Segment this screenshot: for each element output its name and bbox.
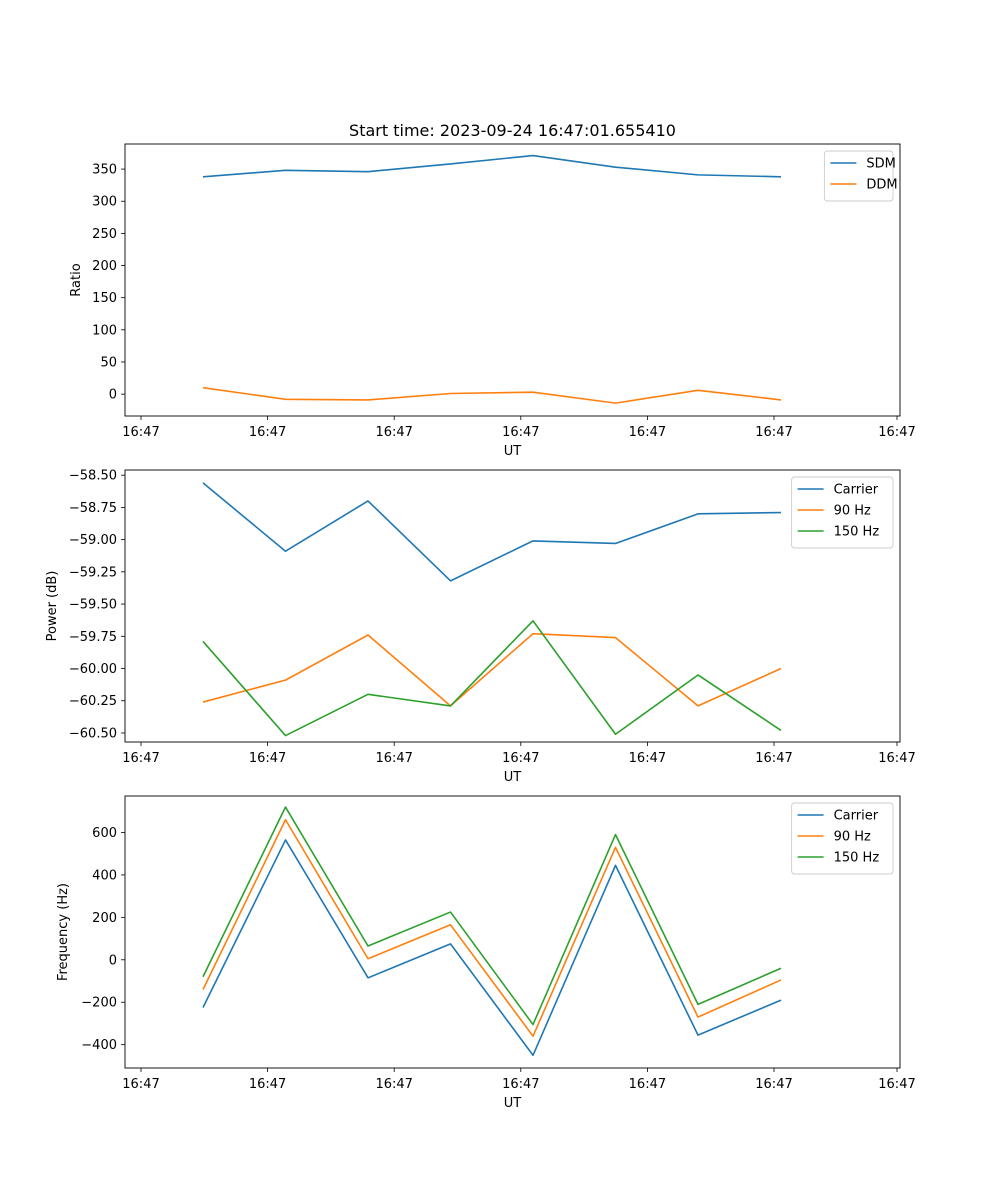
x-tick-label: 16:47 — [375, 425, 412, 440]
series-line-150-hz — [202, 806, 782, 1026]
series-line-sdm — [202, 154, 782, 178]
y-tick-label: −58.50 — [69, 469, 117, 484]
legend: SDM DDM — [823, 150, 898, 202]
x-tick-label: 16:47 — [502, 425, 539, 440]
y-tick-label: −400 — [81, 1038, 117, 1053]
x-tick-label: 16:47 — [629, 425, 666, 440]
chart-title: Start time: 2023-09-24 16:47:01.655410 — [349, 121, 676, 140]
y-tick-label: −59.50 — [69, 598, 117, 613]
chart-panel-1: Start time: 2023-09-24 16:47:01.655410 16… — [69, 121, 916, 459]
y-tick-label: 200 — [92, 259, 117, 274]
x-axis-label: UT — [504, 1096, 522, 1111]
x-tick-label: 16:47 — [755, 751, 792, 766]
legend-label: 90 Hz — [834, 504, 871, 519]
x-tick-label: 16:47 — [375, 1077, 412, 1092]
x-tick-label: 16:47 — [629, 751, 666, 766]
legend-label: 150 Hz — [834, 851, 880, 866]
chart-panel-2: 16:47 16:47 16:47 16:47 16:47 16:47 16:47 −60.5… — [45, 469, 916, 785]
y-tick-label: 400 — [92, 868, 117, 883]
series-line-carrier — [202, 839, 782, 1057]
y-axis-label: Ratio — [69, 263, 84, 296]
y-tick-label: 600 — [92, 826, 117, 841]
x-axis-label: UT — [504, 770, 522, 785]
legend-label: SDM — [866, 157, 895, 172]
y-tick-label: −59.75 — [69, 630, 117, 645]
series-line-90-hz — [202, 818, 782, 1037]
plot-frame — [124, 795, 901, 1069]
y-tick-label: −200 — [81, 996, 117, 1011]
y-tick-label: 200 — [92, 911, 117, 926]
y-axis-label: Frequency (Hz) — [56, 883, 71, 981]
x-tick-label: 16:47 — [122, 425, 159, 440]
y-tick-label: 50 — [100, 355, 117, 370]
y-axis-label: Power (dB) — [45, 571, 60, 642]
y-tick-label: −59.00 — [69, 533, 117, 548]
y-tick-label: 100 — [92, 323, 117, 338]
legend-label: 150 Hz — [834, 525, 880, 540]
chart-panel-3: 16:47 16:47 16:47 16:47 16:47 16:47 16:47 −400 −… — [56, 795, 916, 1111]
x-tick-label: 16:47 — [629, 1077, 666, 1092]
y-tick-label: −60.50 — [69, 726, 117, 741]
series-line-carrier — [202, 482, 782, 582]
y-tick-label: 0 — [109, 953, 117, 968]
plot-frame — [124, 143, 901, 417]
plot-frame — [124, 469, 901, 743]
x-tick-label: 16:47 — [122, 1077, 159, 1092]
x-tick-label: 16:47 — [375, 751, 412, 766]
legend: Carrier 90 Hz 150 Hz — [791, 476, 894, 549]
x-tick-label: 16:47 — [878, 1077, 915, 1092]
x-tick-label: 16:47 — [878, 425, 915, 440]
y-tick-label: 250 — [92, 227, 117, 242]
x-tick-label: 16:47 — [755, 1077, 792, 1092]
x-tick-label: 16:47 — [122, 751, 159, 766]
x-tick-label: 16:47 — [502, 1077, 539, 1092]
x-axis-label: UT — [504, 444, 522, 459]
x-tick-label: 16:47 — [249, 751, 286, 766]
y-tick-label: 0 — [109, 388, 117, 403]
x-tick-label: 16:47 — [249, 425, 286, 440]
y-tick-label: 150 — [92, 291, 117, 306]
legend-label: Carrier — [834, 483, 879, 498]
x-tick-label: 16:47 — [755, 425, 792, 440]
series-line-ddm — [202, 386, 782, 404]
x-tick-label: 16:47 — [502, 751, 539, 766]
y-tick-label: 300 — [92, 195, 117, 210]
y-tick-label: 350 — [92, 163, 117, 178]
x-tick-label: 16:47 — [878, 751, 915, 766]
y-tick-label: −59.25 — [69, 565, 117, 580]
series-line-90-hz — [202, 632, 782, 707]
series-line-150-hz — [202, 620, 782, 737]
y-tick-label: −60.25 — [69, 694, 117, 709]
legend: Carrier 90 Hz 150 Hz — [791, 802, 894, 875]
legend-label: Carrier — [834, 809, 879, 824]
legend-label: 90 Hz — [834, 830, 871, 845]
legend-label: DDM — [866, 178, 897, 193]
y-tick-label: −58.75 — [69, 501, 117, 516]
y-tick-label: −60.00 — [69, 662, 117, 677]
x-tick-label: 16:47 — [249, 1077, 286, 1092]
